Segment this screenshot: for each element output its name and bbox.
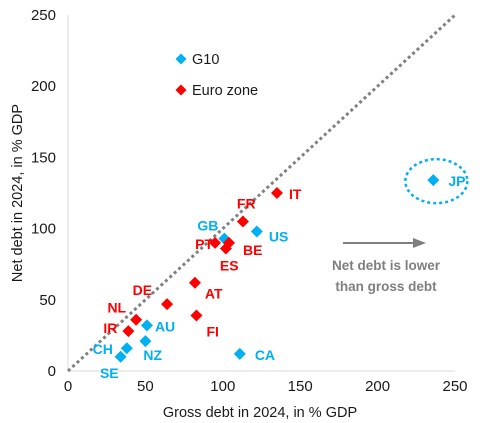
legend-label: G10 (192, 52, 219, 68)
reference-line (66, 13, 457, 373)
y-tick-label: 250 (31, 7, 56, 24)
data-point (175, 53, 187, 65)
y-tick-label: 100 (31, 221, 56, 238)
point-label: NL (107, 300, 126, 316)
axes: 0 50 100 150 200 250 0 50 100 150 200 250 (31, 7, 468, 395)
annotation-text: than gross debt (335, 279, 437, 294)
data-point (190, 309, 203, 322)
annotation-arrow-head (413, 238, 426, 248)
data-point (219, 242, 232, 255)
data-point (270, 187, 283, 199)
point-label: SE (100, 365, 119, 381)
data-point (130, 313, 143, 326)
point-label: CH (93, 341, 113, 357)
data-point (139, 335, 152, 348)
x-tick-label: 100 (210, 378, 235, 395)
point-label: AT (205, 286, 223, 302)
data-point (175, 84, 187, 96)
point-label: IR (103, 320, 117, 336)
x-tick-label: 50 (137, 378, 154, 395)
x-tick-label: 0 (64, 378, 72, 395)
point-label: AU (155, 318, 175, 334)
data-point (120, 342, 133, 355)
data-point (209, 236, 222, 249)
y-tick-label: 200 (31, 78, 56, 95)
data-point (233, 347, 246, 360)
annotation-text: Net debt is lower (332, 258, 441, 273)
data-point (236, 215, 249, 228)
y-tick-label: 150 (31, 149, 56, 166)
point-label: ES (220, 258, 239, 274)
point-label: GB (197, 218, 218, 234)
point-label: NZ (143, 347, 162, 363)
legend: G10 Euro zone (175, 52, 258, 99)
data-point (114, 350, 127, 363)
annotation: Net debt is lower than gross debt (332, 238, 441, 294)
data-point (122, 325, 135, 338)
point-label: BE (243, 242, 262, 258)
reference-line-group (66, 13, 457, 373)
point-label: FI (206, 323, 218, 339)
point-label: IT (289, 186, 302, 202)
point-label: US (269, 228, 288, 244)
legend-label: Euro zone (192, 83, 258, 99)
x-tick-label: 250 (442, 378, 467, 395)
data-point (250, 225, 263, 238)
x-tick-label: 150 (288, 378, 313, 395)
point-label: CA (255, 347, 275, 363)
data-point (427, 174, 440, 187)
y-tick-label: 50 (39, 292, 56, 309)
data-point (140, 319, 153, 332)
data-point (161, 298, 174, 311)
point-label: DE (133, 282, 152, 298)
point-label: FR (237, 195, 256, 211)
x-axis-title: Gross debt in 2024, in % GDP (163, 405, 357, 421)
y-axis-title: Net debt in 2024, in % GDP (10, 104, 26, 282)
data-point (188, 276, 201, 289)
point-label: PT (195, 236, 213, 252)
x-tick-label: 200 (365, 378, 390, 395)
y-tick-label: 0 (48, 363, 56, 380)
point-label: JP (448, 173, 465, 189)
highlight-ellipse (404, 157, 469, 205)
